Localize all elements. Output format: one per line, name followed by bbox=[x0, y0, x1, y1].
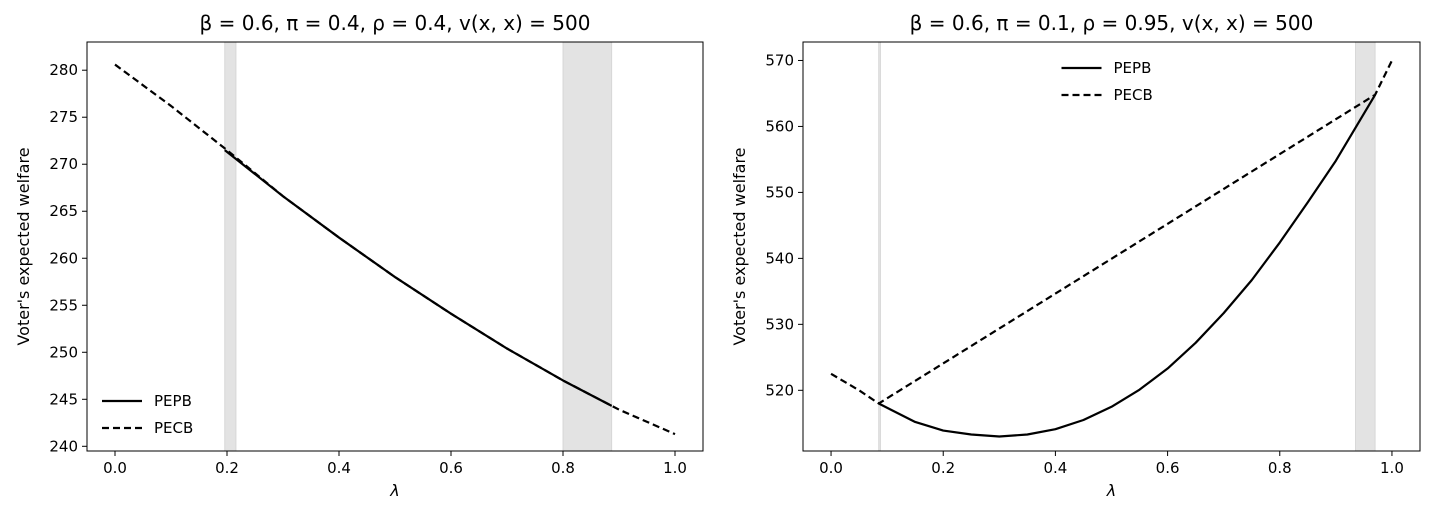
x-tick-label: 0.0 bbox=[819, 459, 843, 477]
x-tick-label: 0.4 bbox=[1043, 459, 1067, 477]
shaded-region bbox=[1355, 41, 1376, 452]
x-tick-label: 0.2 bbox=[215, 459, 239, 477]
y-tick-label: 280 bbox=[49, 61, 78, 79]
y-tick-label: 530 bbox=[765, 315, 794, 333]
x-tick-label: 0.8 bbox=[1268, 459, 1292, 477]
y-tick-label: 270 bbox=[49, 155, 78, 173]
plot-frame bbox=[802, 41, 1421, 452]
y-tick-label: 260 bbox=[49, 249, 78, 267]
legend: PEPB PECB bbox=[102, 392, 193, 437]
x-tick-label: 1.0 bbox=[663, 459, 687, 477]
legend-label-pecb: PECB bbox=[1114, 86, 1153, 104]
y-tick-label: 250 bbox=[49, 343, 78, 361]
legend-label-pecb: PECB bbox=[154, 419, 193, 437]
y-axis-label: Voter's expected welfare bbox=[730, 147, 749, 345]
x-axis-label: λ bbox=[1106, 481, 1116, 500]
x-tick-label: 0.6 bbox=[1156, 459, 1180, 477]
legend-label-pepb: PEPB bbox=[154, 392, 192, 410]
y-tick-label: 275 bbox=[49, 108, 78, 126]
x-tick-label: 1.0 bbox=[1380, 459, 1404, 477]
y-tick-label: 245 bbox=[49, 390, 78, 408]
y-tick-label: 265 bbox=[49, 202, 78, 220]
x-tick-label: 0.6 bbox=[439, 459, 463, 477]
y-tick-label: 540 bbox=[765, 249, 794, 267]
x-tick-label: 0.0 bbox=[103, 459, 127, 477]
chart-panel-right: 0.0 0.2 0.4 0.6 0.8 1.0 520 530 540 550 560 570 β = … bbox=[730, 11, 1421, 500]
x-axis-label: λ bbox=[389, 481, 399, 500]
x-tick-label: 0.2 bbox=[931, 459, 955, 477]
y-tick-label: 560 bbox=[765, 117, 794, 135]
legend-label-pepb: PEPB bbox=[1114, 59, 1152, 77]
legend: PEPB PECB bbox=[1061, 59, 1153, 104]
y-tick-label: 255 bbox=[49, 296, 78, 314]
shaded-region bbox=[562, 41, 613, 452]
y-tick-label: 550 bbox=[765, 183, 794, 201]
series-line-pepb bbox=[878, 94, 1377, 438]
y-tick-label: 520 bbox=[765, 381, 794, 399]
shaded-region bbox=[878, 41, 881, 452]
chart-title: β = 0.6, π = 0.1, ρ = 0.95, v(x, x) = 50… bbox=[910, 11, 1314, 35]
plot-frame bbox=[86, 41, 704, 452]
shaded-region bbox=[224, 41, 237, 452]
y-tick-label: 570 bbox=[765, 51, 794, 69]
y-axis-label: Voter's expected welfare bbox=[14, 147, 33, 345]
chart-title: β = 0.6, π = 0.4, ρ = 0.4, v(x, x) = 500 bbox=[200, 11, 591, 35]
series-line-pepb bbox=[224, 149, 613, 407]
x-tick-label: 0.4 bbox=[327, 459, 351, 477]
x-tick-label: 0.8 bbox=[551, 459, 575, 477]
chart-panel-left: 0.0 0.2 0.4 0.6 0.8 1.0 240 245 250 255 260 265 270 2… bbox=[14, 11, 704, 500]
series-line-pecb bbox=[830, 59, 1393, 405]
y-tick-label: 240 bbox=[49, 437, 78, 455]
